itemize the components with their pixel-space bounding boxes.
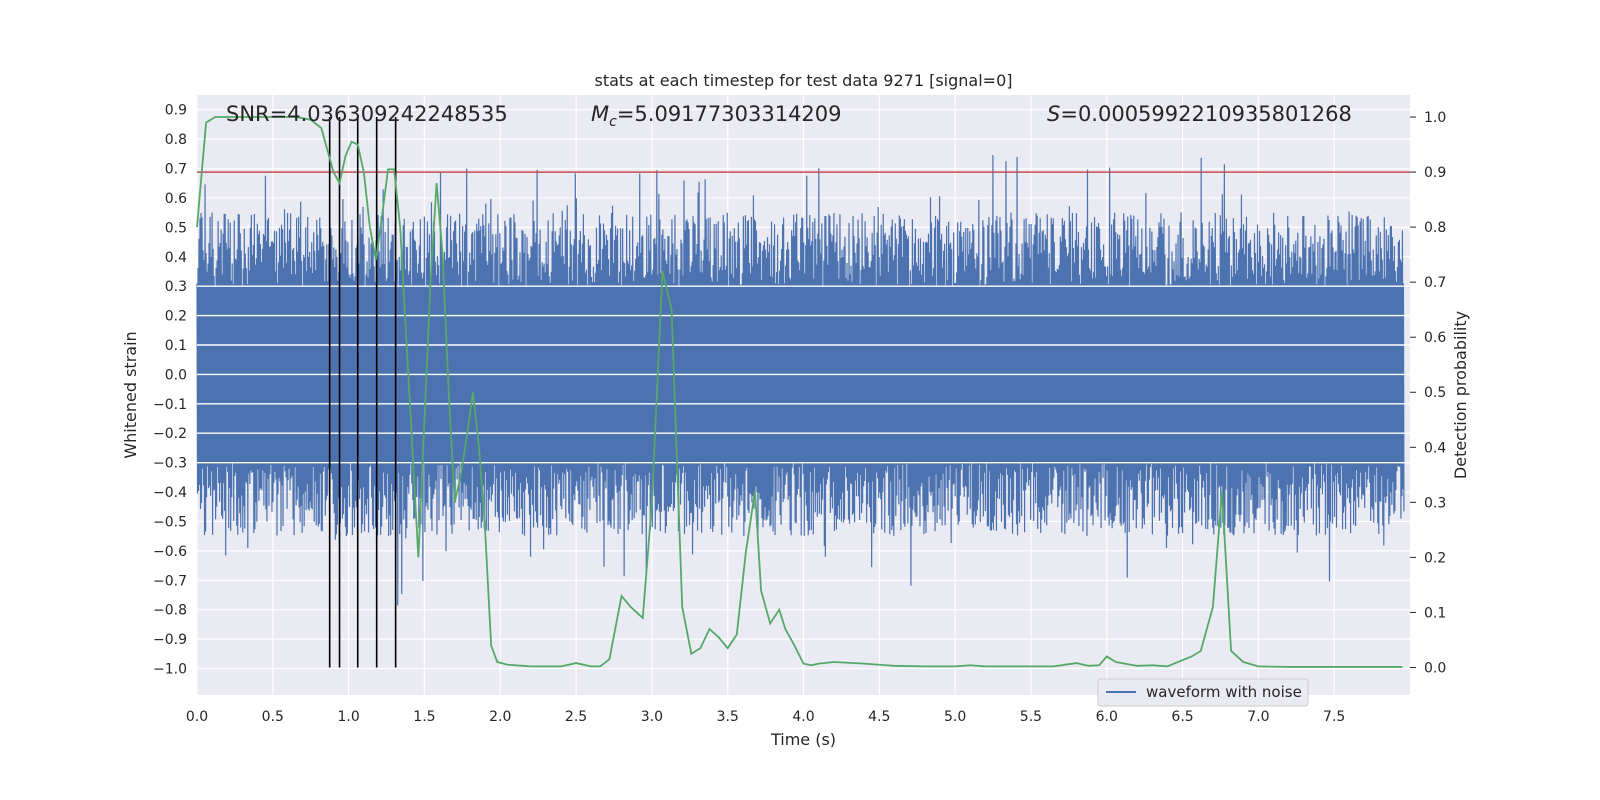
x-tick-label: 5.5 — [1020, 709, 1042, 725]
y-tick-label: 0.9 — [165, 103, 187, 119]
y-tick-label: −0.4 — [153, 485, 187, 501]
x-tick-label: 4.0 — [792, 709, 814, 725]
y-tick-label: −0.6 — [153, 544, 187, 560]
y2-tick-label: 0.7 — [1424, 275, 1446, 291]
s-statistic-annotation: S=0.0005992210935801268 — [1047, 102, 1352, 126]
snr-annotation: SNR=4.036309242248535 — [226, 102, 508, 126]
y-axis-label: Whitened strain — [121, 331, 140, 458]
s-value: =0.0005992210935801268 — [1060, 102, 1352, 126]
y-tick-label: 0.6 — [165, 191, 187, 207]
y-tick-label: 0.3 — [165, 279, 187, 295]
x-tick-label: 7.0 — [1247, 709, 1269, 725]
legend: waveform with noise — [1097, 678, 1309, 707]
y2-tick-label: 0.1 — [1424, 605, 1446, 621]
x-tick-label: 0.0 — [186, 709, 208, 725]
y2-tick-label: 0.2 — [1424, 550, 1446, 566]
y2-tick-label: 0.9 — [1424, 165, 1446, 181]
x-tick-label: 2.5 — [565, 709, 587, 725]
x-tick-label: 1.0 — [337, 709, 359, 725]
y-tick-label: −0.8 — [153, 603, 187, 619]
y-tick-label: 0.2 — [165, 309, 187, 325]
vertical-markers — [328, 117, 397, 668]
probability-line — [196, 116, 1403, 668]
y2-tick-label: 0.8 — [1424, 220, 1446, 236]
legend-label: waveform with noise — [1146, 683, 1302, 701]
y-tick-label: −0.5 — [153, 514, 187, 530]
y-tick-label: 0.8 — [165, 132, 187, 148]
x-tick-label: 5.0 — [944, 709, 966, 725]
chart-title: stats at each timestep for test data 927… — [594, 71, 1012, 90]
x-tick-label: 6.0 — [1096, 709, 1118, 725]
y-tick-label: −0.2 — [153, 426, 187, 442]
y2-axis-label: Detection probability — [1451, 311, 1470, 479]
x-tick-label: 6.5 — [1171, 709, 1193, 725]
y-tick-label: −0.1 — [153, 397, 187, 413]
x-tick-label: 1.5 — [413, 709, 435, 725]
y2-tick-label: 0.6 — [1424, 330, 1446, 346]
y-tick-label: −0.9 — [153, 632, 187, 648]
s-symbol: S — [1047, 102, 1060, 126]
y-tick-label: −0.7 — [153, 573, 187, 589]
mc-symbol: M — [591, 102, 609, 126]
x-tick-label: 2.0 — [489, 709, 511, 725]
x-tick-label: 3.5 — [717, 709, 739, 725]
axis-ticks: 0.0 0.5 1.0 1.5 2.0 2.5 3.0 3.5 4.0 4.5 5.0 5.5 6.0 6… — [153, 103, 1446, 725]
y2-tick-label: 0.5 — [1424, 385, 1446, 401]
y-tick-label: 0.4 — [165, 250, 187, 266]
mc-value: =5.09177303314209 — [617, 102, 842, 126]
x-axis-label: Time (s) — [770, 730, 836, 749]
mc-subscript: c — [609, 114, 617, 130]
y-tick-label: −0.3 — [153, 456, 187, 472]
x-tick-label: 3.0 — [641, 709, 663, 725]
y2-tick-label: 0.0 — [1424, 660, 1446, 676]
chirp-mass-annotation: Mc=5.09177303314209 — [591, 102, 842, 130]
legend-box — [1097, 678, 1309, 707]
y2-tick-label: 0.4 — [1424, 440, 1446, 456]
y-tick-label: 0.0 — [165, 367, 187, 383]
y2-tick-label: 1.0 — [1424, 110, 1446, 126]
y-tick-label: 0.5 — [165, 220, 187, 236]
waveform-series — [196, 154, 1410, 606]
probability-series — [196, 116, 1403, 668]
y-tick-label: 0.1 — [165, 338, 187, 354]
y2-tick-label: 0.3 — [1424, 495, 1446, 511]
y-tick-label: −1.0 — [153, 662, 187, 678]
x-tick-label: 0.5 — [262, 709, 284, 725]
x-tick-label: 7.5 — [1323, 709, 1345, 725]
x-tick-label: 4.5 — [868, 709, 890, 725]
y-tick-label: 0.7 — [165, 162, 187, 178]
